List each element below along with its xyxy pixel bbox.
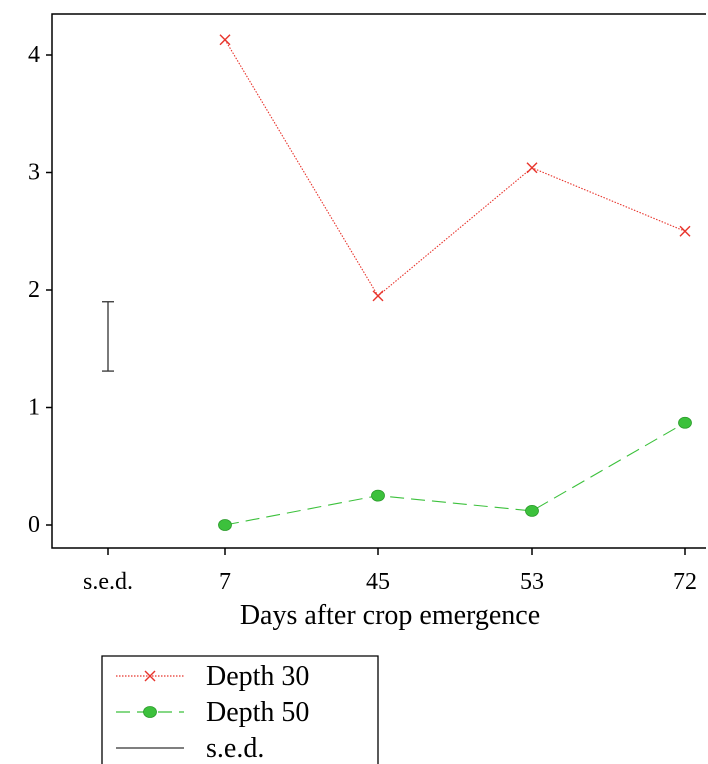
data-point: [372, 290, 384, 302]
x-tick-label: s.e.d.: [83, 569, 133, 595]
legend-marker: [143, 706, 157, 718]
x-marker-stroke: [144, 670, 156, 682]
x-axis-title: Days after crop emergence: [240, 600, 540, 631]
sed-error-bar: [102, 301, 114, 372]
x-marker-stroke: [219, 34, 231, 46]
legend-label: Depth 50: [206, 697, 309, 728]
data-point: [679, 225, 691, 237]
series-depth-50: [218, 416, 692, 531]
plot-frame: [51, 13, 706, 549]
x-marker-stroke: [679, 225, 691, 237]
data-point: [678, 416, 692, 429]
legend-item: Depth 30: [116, 661, 309, 692]
x-tick-label: 7: [219, 569, 231, 595]
y-tick-label: 4: [28, 42, 40, 68]
series-line: [224, 422, 686, 526]
legend-box: [101, 655, 379, 764]
y-tick-label: 3: [28, 160, 40, 186]
data-point: [218, 519, 232, 531]
legend-label: s.e.d.: [206, 733, 264, 764]
legend-item: s.e.d.: [116, 733, 264, 764]
legend: Depth 30 Depth 50 s.e.d.: [101, 655, 379, 764]
x-tick-label: 45: [366, 569, 390, 595]
data-point: [219, 34, 231, 46]
data-point: [371, 489, 385, 502]
legend-item: Depth 50: [116, 697, 309, 728]
x-tick-label: 72: [673, 569, 697, 595]
data-point: [526, 162, 538, 174]
x-marker-stroke: [372, 290, 384, 302]
y-tick-label: 0: [28, 512, 40, 538]
x-marker-stroke: [526, 162, 538, 174]
y-tick-label: 2: [28, 277, 40, 303]
series-line: [224, 39, 686, 297]
y-tick-label: 1: [28, 395, 40, 421]
legend-marker: [144, 670, 156, 682]
data-point: [525, 504, 539, 517]
x-tick-label: 53: [520, 569, 544, 595]
series-depth-30: [219, 34, 691, 302]
legend-label: Depth 30: [206, 661, 309, 692]
